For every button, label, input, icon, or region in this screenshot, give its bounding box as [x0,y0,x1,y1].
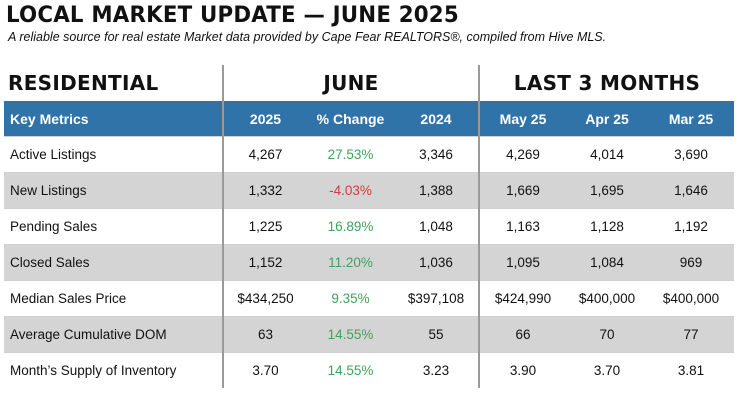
value-mar-25: 3,690 [648,136,735,173]
metric-label: New Listings [4,172,223,209]
value-apr-25: 4,014 [566,136,649,173]
value-change: 14.55% [307,352,394,388]
column-header-2025: 2025 [222,101,307,137]
table-row: Pending Sales 1,225 16.89% 1,048 1,163 1,128 1… [4,208,735,245]
value-2024: $397,108 [394,280,480,317]
value-mar-25: 3.81 [648,352,735,388]
group-june: JUNE [221,65,480,102]
value-2025: 63 [222,316,307,353]
table-row: Median Sales Price $434,250 9.35% $397,108 $… [4,280,735,317]
metric-label: Active Listings [4,136,223,173]
value-may-25: 4,269 [478,136,567,173]
value-mar-25: $400,000 [648,280,735,317]
value-apr-25: 70 [566,316,649,353]
page-title: LOCAL MARKET UPDATE — JUNE 2025 [6,3,459,28]
value-2024: 3,346 [394,136,480,173]
value-mar-25: 969 [648,244,735,281]
column-header-2024: 2024 [394,101,480,137]
value-2024: 1,388 [394,172,480,209]
value-2025: 1,152 [222,244,307,281]
value-apr-25: 1,084 [566,244,649,281]
column-header-may-25: May 25 [478,101,567,137]
value-may-25: 1,095 [478,244,567,281]
metric-label: Median Sales Price [4,280,223,317]
table-row: New Listings 1,332 -4.03% 1,388 1,669 1,695 1,… [4,172,735,209]
value-2024: 1,048 [394,208,480,245]
value-apr-25: $400,000 [566,280,649,317]
table-row: Average Cumulative DOM 63 14.55% 55 66 70 77 [4,316,735,353]
value-apr-25: 3.70 [566,352,649,388]
table-row: Closed Sales 1,152 11.20% 1,036 1,095 1,084 96… [4,244,735,281]
value-may-25: 1,163 [478,208,567,245]
metric-label: Month’s Supply of Inventory [4,352,223,388]
group-residential: RESIDENTIAL [8,71,159,95]
group-last-3-months: LAST 3 MONTHS [478,65,735,102]
page-subtitle: A reliable source for real estate Market… [8,30,607,44]
value-change: -4.03% [307,172,394,209]
value-mar-25: 77 [648,316,735,353]
metric-label: Average Cumulative DOM [4,316,223,353]
value-change: 27.53% [307,136,394,173]
value-may-25: 3.90 [478,352,567,388]
value-mar-25: 1,646 [648,172,735,209]
table-row: Active Listings 4,267 27.53% 3,346 4,269 4,01… [4,136,735,173]
value-2024: 55 [394,316,480,353]
value-2025: $434,250 [222,280,307,317]
value-apr-25: 1,128 [566,208,649,245]
value-may-25: 66 [478,316,567,353]
value-may-25: 1,669 [478,172,567,209]
value-2025: 1,332 [222,172,307,209]
market-table: RESIDENTIAL JUNE LAST 3 MONTHS Key Metri… [4,65,735,388]
table-body: Active Listings 4,267 27.53% 3,346 4,269 4,01… [4,136,735,388]
value-change: 11.20% [307,244,394,281]
column-header-apr-25: Apr 25 [566,101,649,137]
metric-label: Pending Sales [4,208,223,245]
value-change: 9.35% [307,280,394,317]
table-row: Month’s Supply of Inventory 3.70 14.55% 3.2… [4,352,735,388]
value-may-25: $424,990 [478,280,567,317]
value-2024: 1,036 [394,244,480,281]
value-2025: 4,267 [222,136,307,173]
value-2024: 3.23 [394,352,480,388]
value-change: 16.89% [307,208,394,245]
value-2025: 1,225 [222,208,307,245]
value-change: 14.55% [307,316,394,353]
value-apr-25: 1,695 [566,172,649,209]
column-header-key-metrics: Key Metrics [4,101,223,137]
column-header-change: % Change [307,101,394,137]
column-header-mar-25: Mar 25 [648,101,735,137]
value-2025: 3.70 [222,352,307,388]
group-header-row: RESIDENTIAL JUNE LAST 3 MONTHS [4,65,735,102]
metric-label: Closed Sales [4,244,223,281]
value-mar-25: 1,192 [648,208,735,245]
column-header-row: Key Metrics 2025 % Change 2024 May 25 Ap… [4,101,735,137]
